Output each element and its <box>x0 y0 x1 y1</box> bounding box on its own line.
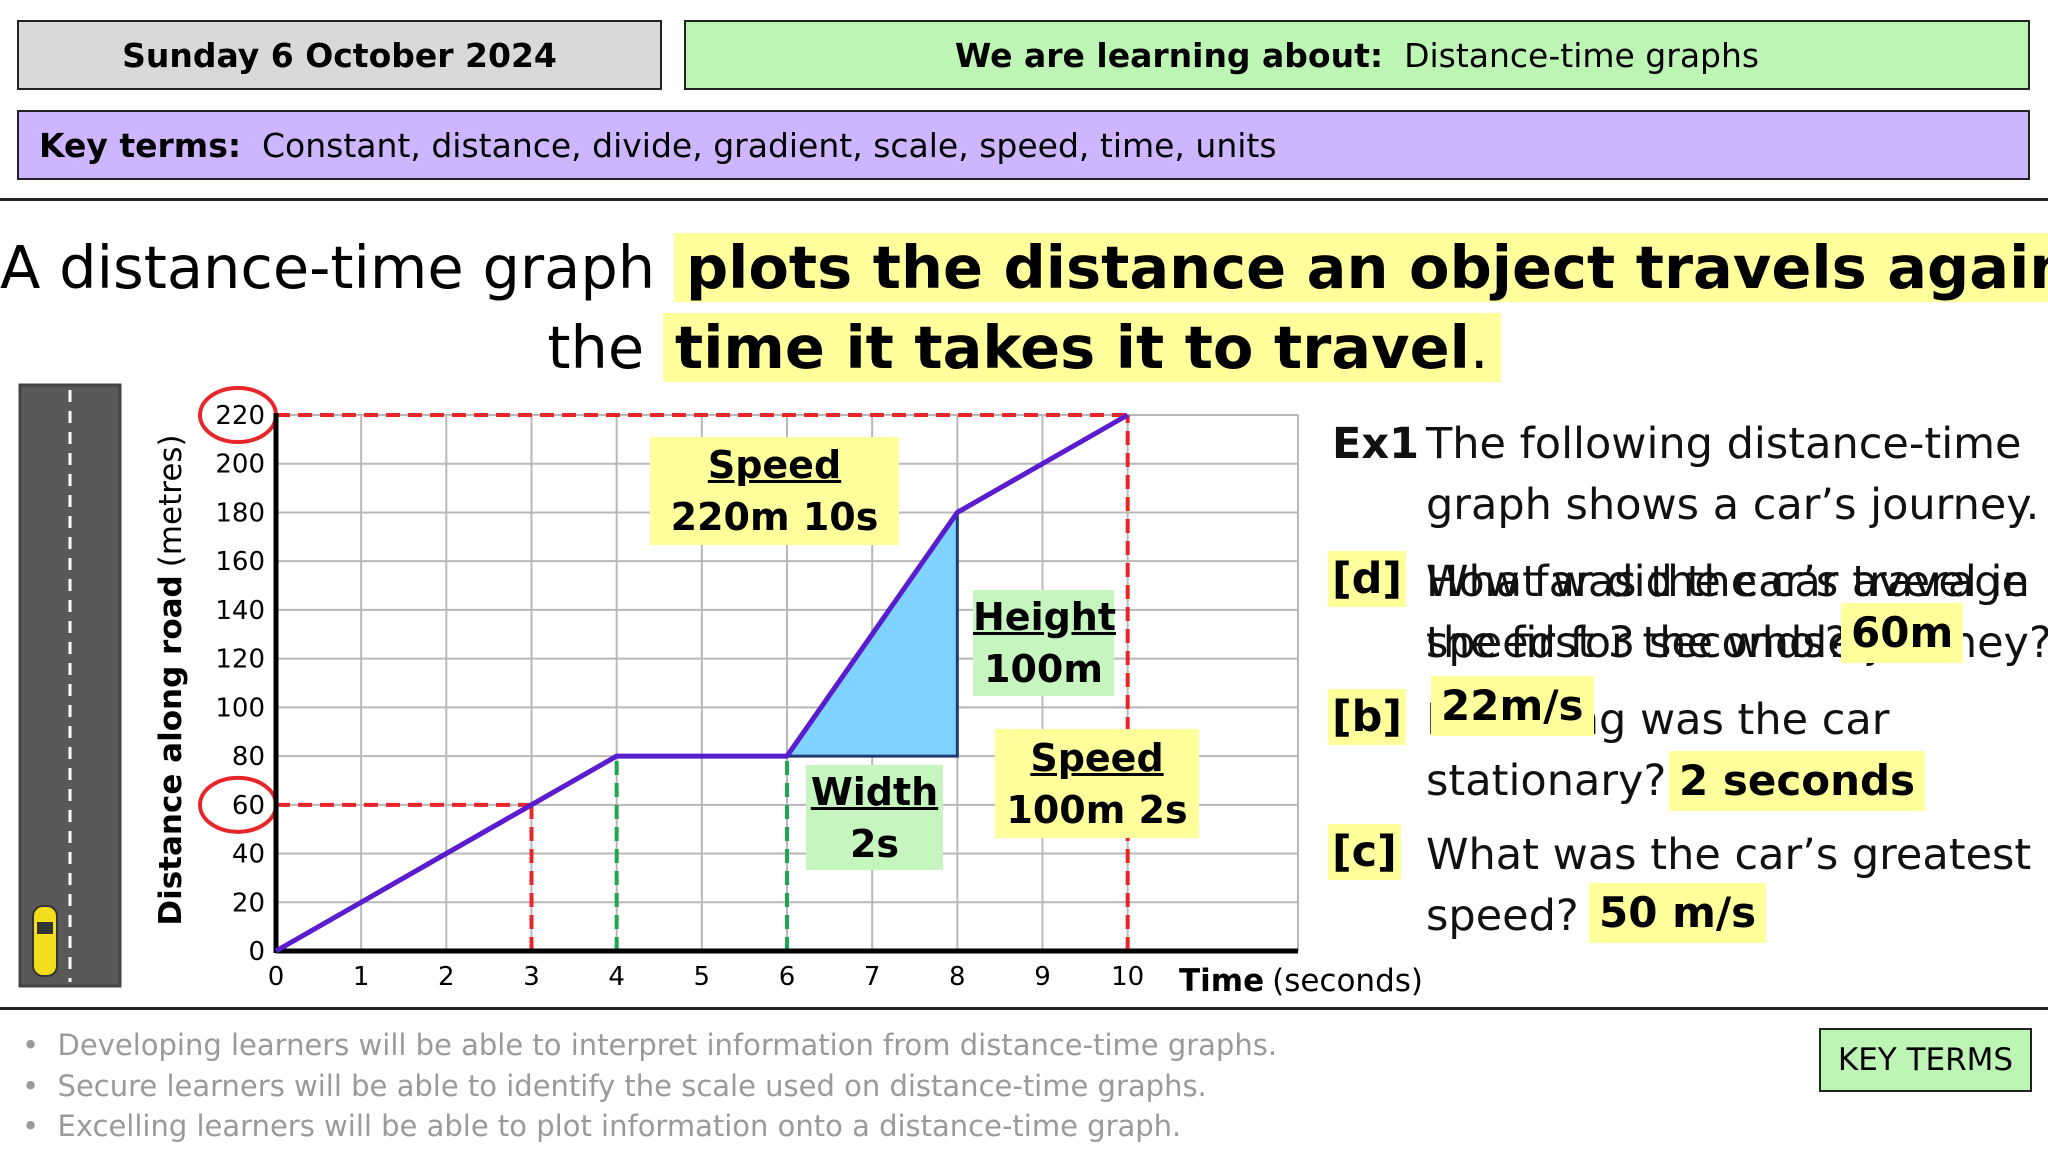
heading: A distance-time graph plots the distance… <box>0 228 2048 388</box>
question-text: How far did the car travel in the first 3… <box>1426 552 2030 674</box>
x-tick-label: 10 <box>1111 962 1144 992</box>
date-box: Sunday 6 October 2024 <box>17 20 662 90</box>
y-tick-label: 200 <box>215 450 265 480</box>
annotation-text: 100m <box>984 647 1103 691</box>
heading-line: A distance-time graph plots the distance… <box>0 228 2048 308</box>
y-tick-label: 20 <box>232 888 265 918</box>
answer: 2 seconds <box>1669 751 1926 811</box>
annotation: Speed 220m 10s <box>650 437 899 545</box>
x-tick-label: 7 <box>864 962 881 992</box>
annotation-text: 220m 10s <box>670 495 879 539</box>
key-terms-box: Key terms: Constant, distance, divide, g… <box>17 110 2030 180</box>
objective-text: Developing learners will be able to inte… <box>57 1028 1278 1062</box>
y-tick-label: 100 <box>215 693 265 723</box>
learning-box: We are learning about: Distance-time gra… <box>684 20 2030 90</box>
x-axis-title: Time (seconds) <box>1179 963 1423 999</box>
text-line: The following distance-time <box>1426 419 2022 469</box>
objective-text: Secure learners will be able to identify… <box>57 1069 1207 1103</box>
learning-topic: Distance-time graphs <box>1404 35 1760 75</box>
annotation: Width 2s <box>806 765 943 870</box>
text-line: What was the car’s greatest <box>1426 830 2032 880</box>
date: Sunday 6 October 2024 <box>122 35 557 75</box>
divider <box>0 198 2048 201</box>
text-line: How far did the car travel in <box>1426 557 2030 607</box>
text-line: What was the car’s average <box>1426 557 2028 607</box>
x-tick-label: 3 <box>523 962 540 992</box>
example-label: Ex1 <box>1332 419 1420 469</box>
heading-line: the time it takes it to travel. <box>0 308 2048 388</box>
car-window <box>37 922 53 934</box>
text-line: the first 3 seconds? <box>1426 618 1848 668</box>
answer: 50 m/s <box>1589 883 1767 943</box>
text-line: graph shows a car’s journey. <box>1426 480 2040 530</box>
x-tick-label: 4 <box>608 962 625 992</box>
text-line: speed? <box>1426 891 1579 941</box>
annotation-text: 2s <box>849 821 900 866</box>
y-tick-label: 220 <box>215 401 265 431</box>
annotation: Speed 100m 2s <box>995 729 1199 838</box>
annotation-title: Height <box>973 595 1117 639</box>
x-tick-label: 1 <box>353 962 370 992</box>
text-line: stationary? <box>1426 756 1667 806</box>
key-terms: Constant, distance, divide, gradient, sc… <box>262 125 1277 165</box>
key-terms-button[interactable]: KEY TERMS <box>1819 1028 2032 1092</box>
key-terms-label: Key terms: <box>39 125 242 165</box>
axis-title-part: Distance along road <box>153 575 189 925</box>
heading-highlight: time it takes it to travel <box>662 313 1470 382</box>
car <box>32 905 58 977</box>
example-text: The following distance-time graph shows a… <box>1426 414 2039 536</box>
axis-title-part: Time <box>1179 963 1264 999</box>
axis-title-part: (metres) <box>153 434 189 567</box>
y-tick-label: 40 <box>232 840 265 870</box>
objective-text: Excelling learners will be able to plot … <box>57 1109 1182 1143</box>
heading-text: the <box>547 313 645 382</box>
x-tick-label: 5 <box>694 962 711 992</box>
heading-end: . <box>1469 313 1501 382</box>
question-text: What was the car’s greatest speed? <box>1426 825 2031 947</box>
heading-highlight: plots the distance an object travels aga… <box>673 233 2048 302</box>
annotation-text: 100m 2s <box>1006 787 1188 832</box>
objective: • Excelling learners will be able to plo… <box>22 1109 1182 1143</box>
learning-label: We are learning about: <box>954 35 1384 75</box>
y-tick-label: 160 <box>215 547 265 577</box>
answer: 60m <box>1841 603 1964 663</box>
question-label: [d] <box>1328 551 1407 607</box>
annotation: Height 100m <box>973 590 1117 696</box>
answer: 22m/s <box>1431 676 1594 736</box>
question-label: [b] <box>1328 689 1407 745</box>
annotation-title: Speed <box>707 443 842 487</box>
y-axis-title: Distance along road (metres) <box>153 434 189 925</box>
y-tick-label: 180 <box>215 498 265 528</box>
y-tick-label: 120 <box>215 645 265 675</box>
divider <box>0 1007 2048 1010</box>
y-tick-label: 60 <box>232 791 265 821</box>
data-line <box>274 412 1129 954</box>
objective: • Developing learners will be able to in… <box>22 1028 1278 1062</box>
x-tick-label: 8 <box>949 962 966 992</box>
x-tick-label: 6 <box>779 962 796 992</box>
axis-title-part: (seconds) <box>1272 963 1423 999</box>
annotation-title: Width <box>810 769 939 814</box>
y-tick-label: 0 <box>248 937 265 967</box>
objective: • Secure learners will be able to identi… <box>22 1069 1207 1103</box>
annotation-title: Speed <box>1030 735 1164 780</box>
x-tick-label: 2 <box>438 962 455 992</box>
heading-text: A distance-time graph <box>0 233 656 302</box>
question-label: [c] <box>1328 824 1401 880</box>
x-tick-label: 0 <box>268 962 285 992</box>
y-tick-label: 140 <box>215 596 265 626</box>
y-tick-label: 80 <box>232 742 265 772</box>
x-tick-label: 9 <box>1034 962 1051 992</box>
